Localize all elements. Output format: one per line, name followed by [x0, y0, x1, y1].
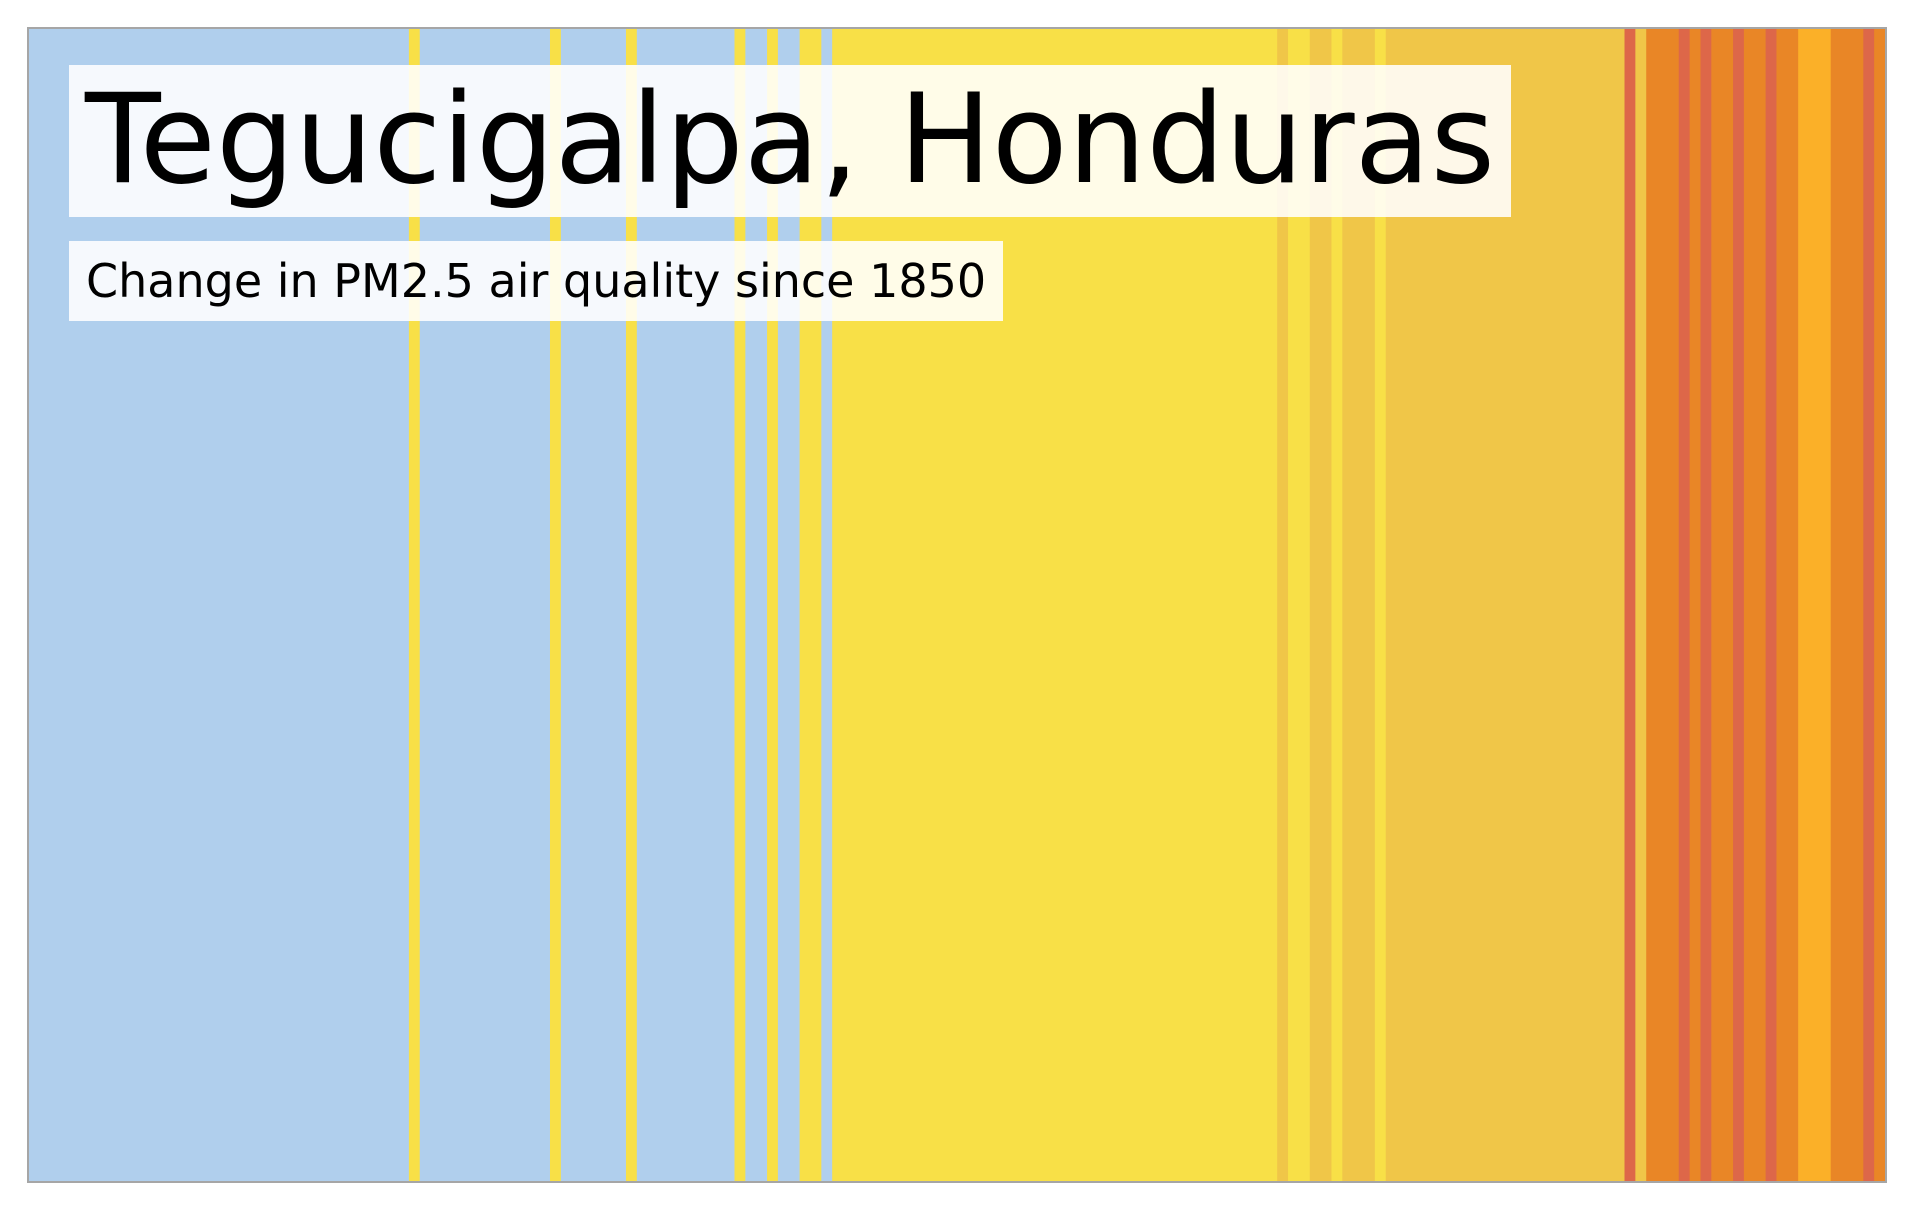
- stripe-1997-1998: [1624, 29, 1636, 1181]
- stripe-2005-2007: [1711, 29, 1734, 1181]
- stripe-2013-2016: [1798, 29, 1832, 1181]
- stripe-1886-1898: [419, 29, 551, 1181]
- stripe-1899-1905: [560, 29, 627, 1181]
- stripe-2020-2021: [1874, 29, 1885, 1181]
- stripe-2011-2013: [1776, 29, 1799, 1181]
- stripe-1999-2002: [1646, 29, 1680, 1181]
- stripe-1850-1885: [29, 29, 410, 1181]
- stripe-2019-2020: [1863, 29, 1875, 1181]
- stripe-1915-1916: [734, 29, 746, 1181]
- stripe-2008-2010: [1743, 29, 1767, 1181]
- stripe-1898-1899: [549, 29, 562, 1181]
- stripe-1970-1971: [1331, 29, 1343, 1181]
- stripe-1885-1886: [408, 29, 421, 1181]
- chart-title-box: Tegucigalpa, Honduras: [69, 65, 1512, 217]
- stripe-1971-1974: [1342, 29, 1376, 1181]
- stripe-1974-1975: [1374, 29, 1387, 1181]
- stripe-1923-1924: [821, 29, 833, 1181]
- stripe-1924-1965: [832, 29, 1278, 1181]
- stripe-1906-1915: [636, 29, 736, 1181]
- stripe-2002-2003: [1678, 29, 1691, 1181]
- stripe-1905-1906: [625, 29, 638, 1181]
- stripe-1975-1997: [1385, 29, 1626, 1181]
- warming-stripes-chart: Tegucigalpa, Honduras Change in PM2.5 ai…: [27, 27, 1887, 1183]
- stripe-2007-2008: [1733, 29, 1745, 1181]
- stripe-1966-1968: [1288, 29, 1311, 1181]
- stripe-2003-2004: [1689, 29, 1702, 1181]
- stripe-2016-2019: [1830, 29, 1864, 1181]
- stripe-1918-1919: [767, 29, 779, 1181]
- stripe-2010-2011: [1765, 29, 1778, 1181]
- chart-subtitle: Change in PM2.5 air quality since 1850: [86, 254, 987, 308]
- chart-subtitle-box: Change in PM2.5 air quality since 1850: [69, 241, 1004, 321]
- stripe-2004-2005: [1700, 29, 1712, 1181]
- stripes-group: [29, 29, 1885, 1181]
- stripe-1968-1970: [1309, 29, 1333, 1181]
- stripe-1965-1966: [1277, 29, 1289, 1181]
- stripe-1998-1999: [1635, 29, 1647, 1181]
- chart-title: Tegucigalpa, Honduras: [85, 68, 1496, 212]
- stripes-plot: [29, 29, 1885, 1181]
